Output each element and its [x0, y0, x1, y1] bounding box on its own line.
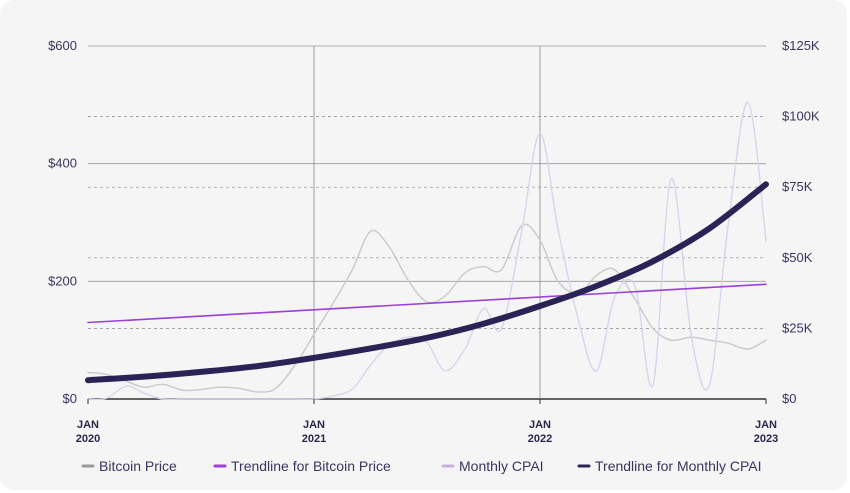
axes: $0 $200 $400 $600 $0 $25K $50K $75K $100K $125K JA…: [48, 38, 820, 445]
series-line-bitcoin-price: [87, 223, 767, 393]
y-right-tick-label: $0: [782, 391, 796, 406]
y-right-tick-label: $50K: [782, 250, 813, 265]
series-line-monthly-cpai: [87, 101, 767, 401]
legend: Bitcoin Price Trendline for Bitcoin Price…: [81, 458, 762, 474]
y-left-tick-label: $0: [63, 391, 77, 406]
series-line-trendline-for-bitcoin-price: [87, 283, 767, 324]
x-tick-label-month: JAN: [529, 419, 551, 431]
grid-lines: [88, 45, 766, 400]
series-line-trendline-for-monthly-cpai: [85, 181, 769, 384]
y-right-tick-label: $100K: [782, 109, 820, 124]
series-layer: [85, 101, 769, 401]
y-right-tick-label: $25K: [782, 320, 813, 335]
x-tick-label-month: JAN: [303, 419, 325, 431]
x-tick-label-year: 2021: [302, 433, 326, 445]
x-tick-label-month: JAN: [755, 419, 777, 431]
y-right-tick-label: $75K: [782, 179, 813, 194]
x-tick-label-year: 2023: [754, 433, 778, 445]
legend-label: Trendline for Monthly CPAI: [595, 458, 762, 474]
y-left-tick-label: $200: [48, 273, 77, 288]
y-left-tick-label: $400: [48, 156, 77, 171]
x-tick-label-year: 2022: [528, 433, 552, 445]
legend-label: Bitcoin Price: [99, 458, 177, 474]
x-tick-label-month: JAN: [77, 419, 99, 431]
x-tick-label-year: 2020: [76, 433, 100, 445]
legend-label: Monthly CPAI: [459, 458, 544, 474]
y-left-tick-label: $600: [48, 38, 77, 53]
y-right-tick-label: $125K: [782, 38, 820, 53]
legend-label: Trendline for Bitcoin Price: [231, 458, 391, 474]
